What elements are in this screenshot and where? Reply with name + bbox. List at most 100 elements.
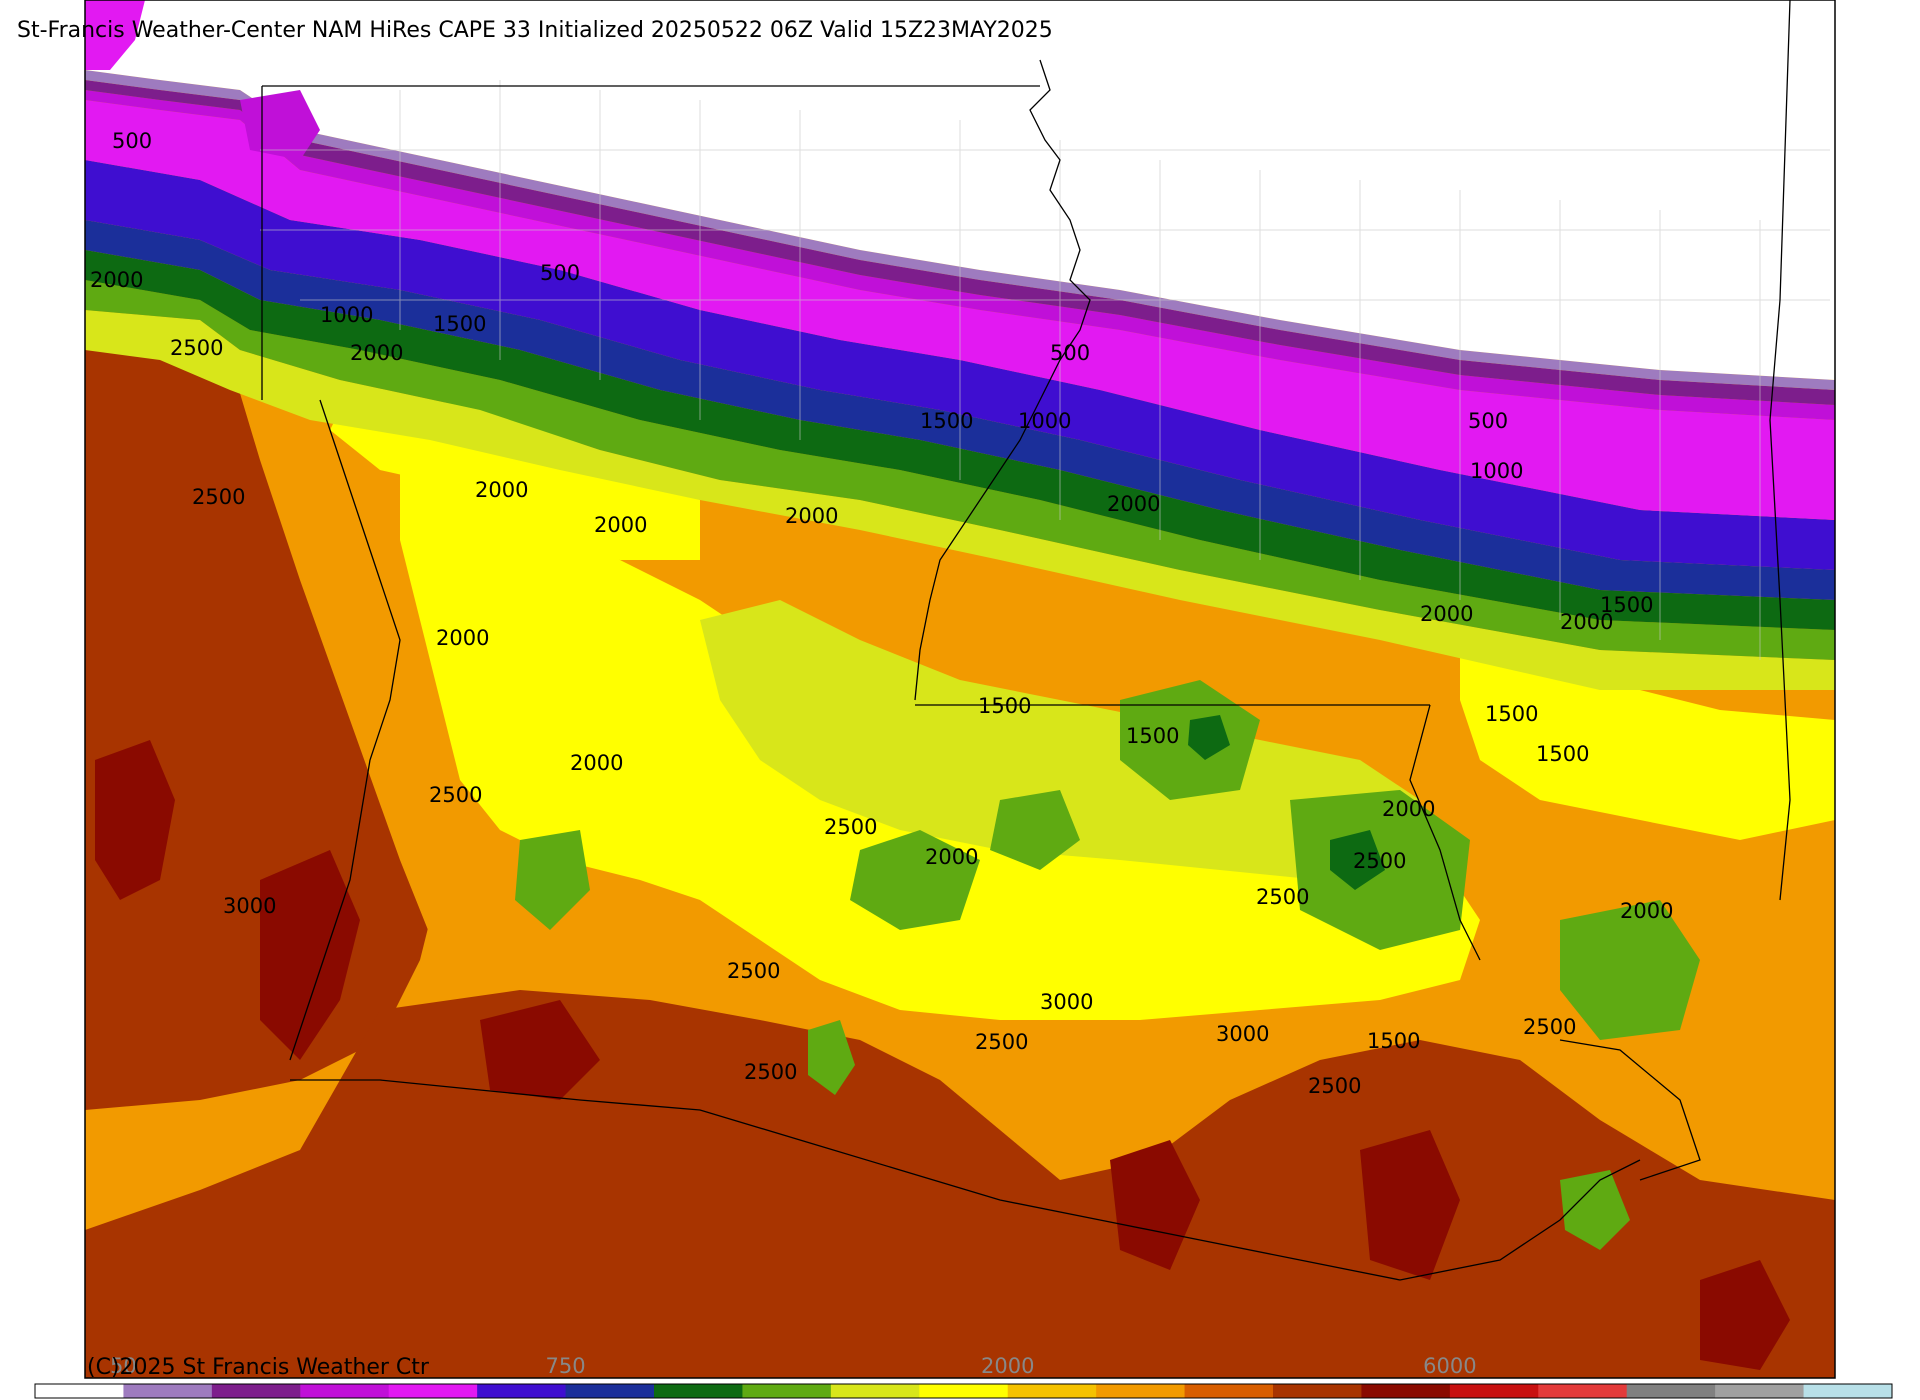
colorbar-swatch-c6000 xyxy=(1803,1384,1893,1398)
colorbar-swatch-c5500 xyxy=(1715,1384,1805,1398)
colorbar-swatch-c1500 xyxy=(742,1384,832,1398)
colorbar-swatch-c3000 xyxy=(1273,1384,1362,1398)
contour-label-14: 1500 xyxy=(1126,724,1179,748)
colorbar-swatch-c1750 xyxy=(830,1384,920,1398)
contour-label-26: 2000 xyxy=(1382,797,1435,821)
colorbar-swatch-c250 xyxy=(300,1384,390,1398)
field-1500-a xyxy=(850,830,980,930)
colorbar-swatch-c100 xyxy=(211,1384,301,1398)
colorbar-swatch-c2500 xyxy=(1096,1384,1186,1398)
contour-label-34: 2500 xyxy=(727,959,780,983)
field-3500-d xyxy=(1360,1130,1460,1280)
contour-label-18: 2000 xyxy=(594,513,647,537)
colorbar-swatch-c2750 xyxy=(1184,1384,1274,1398)
field-3500-a xyxy=(95,740,175,900)
contour-label-40: 3000 xyxy=(1040,990,1093,1014)
border-mississippi-river xyxy=(914,59,1091,701)
contour-label-3: 500 xyxy=(1468,409,1508,433)
contour-label-38: 2500 xyxy=(1308,1074,1361,1098)
colorbar-swatch-none xyxy=(35,1384,124,1398)
field-1500-e xyxy=(990,790,1080,870)
field-1750-a xyxy=(700,600,1420,880)
state-borders xyxy=(261,0,1791,1281)
contour-label-8: 1500 xyxy=(920,409,973,433)
field-3500-e xyxy=(1700,1260,1790,1370)
contour-label-10: 1500 xyxy=(1367,1029,1420,1053)
copyright-text: (C)2025 St Francis Weather Ctr xyxy=(87,1355,429,1380)
contour-label-12: 1500 xyxy=(1536,742,1589,766)
contour-label-16: 2000 xyxy=(350,341,403,365)
field-1500-d xyxy=(1560,900,1700,1040)
contour-label-9: 1500 xyxy=(1600,593,1653,617)
contour-label-28: 2500 xyxy=(170,336,223,360)
contour-label-37: 2500 xyxy=(1523,1015,1576,1039)
colorbar-swatch-c4000 xyxy=(1449,1384,1539,1398)
contour-label-0: 500 xyxy=(112,129,152,153)
map-frame xyxy=(84,0,1836,1379)
contour-label-41: 3000 xyxy=(1216,1022,1269,1046)
field-3500-c xyxy=(1110,1140,1200,1270)
contour-label-4: 1000 xyxy=(320,303,373,327)
border-texas-east xyxy=(289,399,401,1061)
contour-label-11: 1500 xyxy=(1485,702,1538,726)
colorbar xyxy=(34,1383,1893,1399)
contour-label-15: 2000 xyxy=(90,268,143,292)
contour-label-7: 1500 xyxy=(433,312,486,336)
colorbar-labels: 50 750 2000 6000 xyxy=(110,1354,1477,1378)
colorbar-swatch-c4500 xyxy=(1538,1384,1628,1398)
contour-label-27: 2000 xyxy=(1620,899,1673,923)
colorbar-frame xyxy=(34,1383,1893,1399)
field-1500-f xyxy=(515,830,590,930)
colorbar-swatch-c50 xyxy=(123,1384,213,1398)
coastline xyxy=(290,1079,1641,1281)
colorbar-label-6000: 6000 xyxy=(1423,1354,1476,1378)
coast-east xyxy=(1559,1039,1701,1181)
contour-label-39: 3000 xyxy=(223,894,276,918)
contour-label-22: 2000 xyxy=(1560,610,1613,634)
field-1250-a xyxy=(1330,830,1385,890)
contour-labels: 500 500 500 500 1000 1000 1000 1500 1500 1500 1500… xyxy=(90,129,1673,1098)
contour-label-17: 2000 xyxy=(475,478,528,502)
contour-label-31: 2500 xyxy=(824,815,877,839)
contour-label-2: 500 xyxy=(1050,341,1090,365)
field-1500-g xyxy=(1560,1170,1630,1250)
contour-label-13: 1500 xyxy=(978,694,1031,718)
map-title: St-Francis Weather-Center NAM HiRes CAPE… xyxy=(17,18,1053,43)
field-1500-h xyxy=(808,1020,855,1095)
contour-label-6: 1000 xyxy=(1470,459,1523,483)
colorbar-swatch-c3500 xyxy=(1361,1384,1451,1398)
colorbar-swatch-c500 xyxy=(388,1384,478,1398)
colorbar-swatch-c1250 xyxy=(654,1384,743,1398)
field-1250-b xyxy=(1188,715,1230,760)
contour-label-36: 2500 xyxy=(744,1060,797,1084)
contour-label-33: 2500 xyxy=(1256,885,1309,909)
colorbar-swatch-c2250 xyxy=(1007,1384,1097,1398)
colorbar-swatch-c5000 xyxy=(1626,1384,1716,1398)
contour-label-5: 1000 xyxy=(1018,409,1071,433)
contour-label-30: 2500 xyxy=(429,783,482,807)
contour-label-29: 2500 xyxy=(192,485,245,509)
contour-label-32: 2500 xyxy=(1353,849,1406,873)
field-3500-f xyxy=(480,1000,600,1100)
border-louisiana-east xyxy=(1409,704,1481,961)
contour-label-24: 2000 xyxy=(570,751,623,775)
contour-label-19: 2000 xyxy=(785,504,838,528)
contour-label-21: 2000 xyxy=(1420,602,1473,626)
field-2000-c xyxy=(1460,650,1835,840)
colorbar-label-750: 750 xyxy=(546,1354,586,1378)
contour-label-1: 500 xyxy=(540,261,580,285)
colorbar-label-50: 50 xyxy=(110,1354,137,1378)
field-500-nw xyxy=(85,0,145,70)
colorbar-swatch-c2000 xyxy=(919,1384,1009,1398)
colorbar-swatch-c1000 xyxy=(565,1384,655,1398)
border-east xyxy=(1769,0,1791,901)
field-250-nw2 xyxy=(240,90,320,160)
contour-label-20: 2000 xyxy=(1107,492,1160,516)
contour-label-25: 2000 xyxy=(925,845,978,869)
colorbar-swatch-c750 xyxy=(477,1384,567,1398)
field-3500-b xyxy=(260,850,360,1060)
contour-label-35: 2500 xyxy=(975,1030,1028,1054)
county-lines xyxy=(260,80,1830,660)
colorbar-label-2000: 2000 xyxy=(981,1354,1034,1378)
